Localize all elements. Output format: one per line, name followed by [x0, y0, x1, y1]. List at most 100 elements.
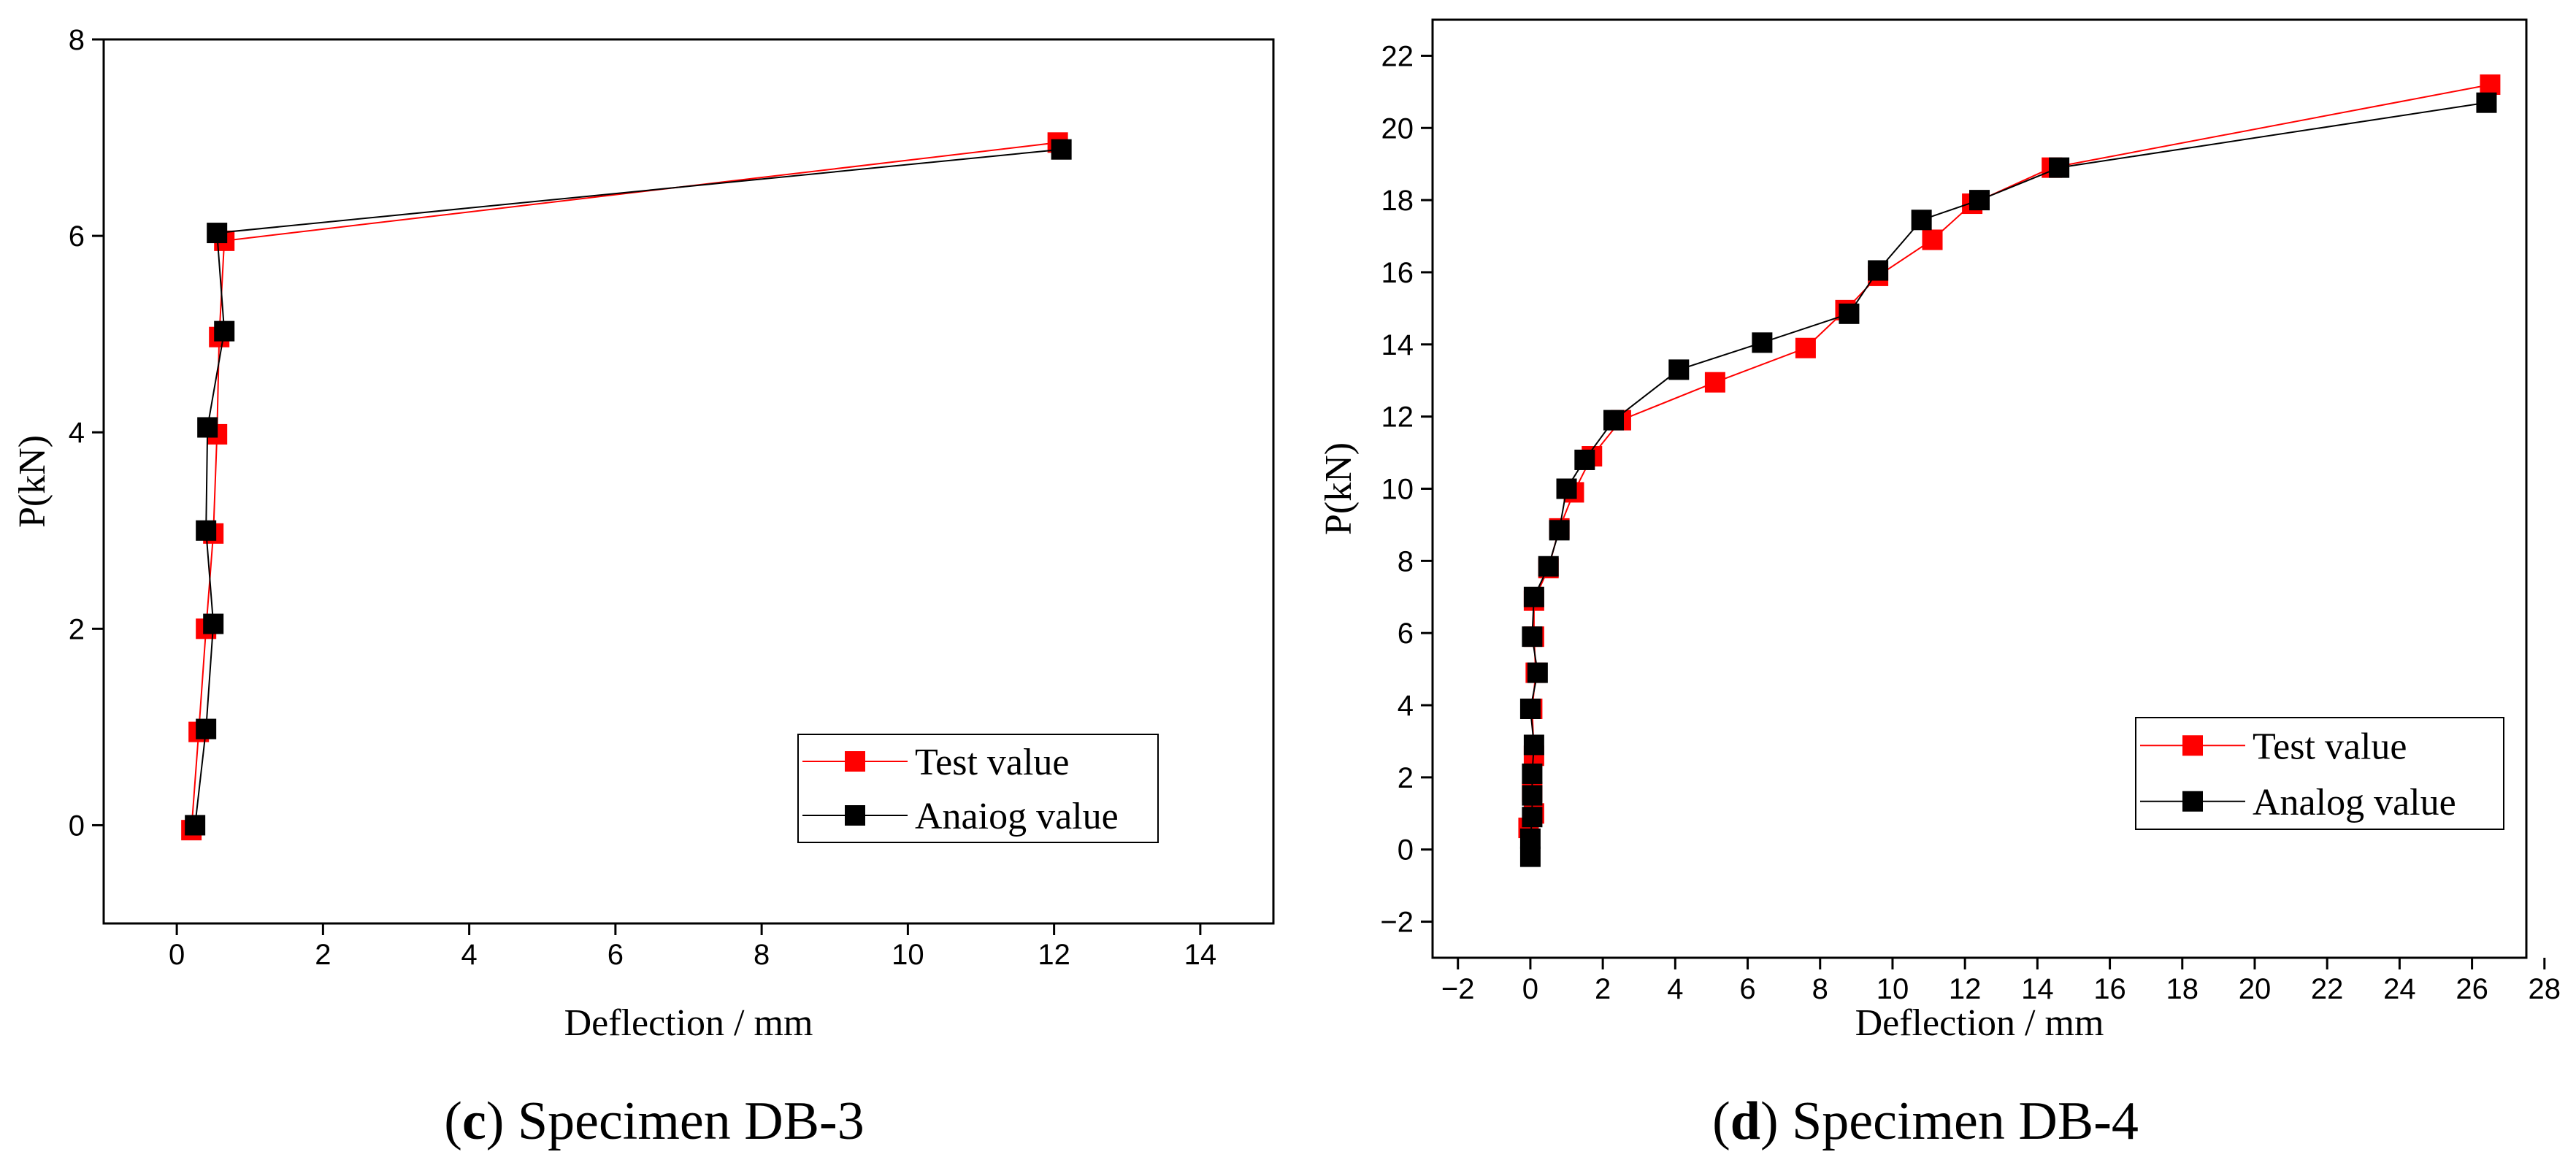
marker [1969, 190, 1990, 211]
marker [1668, 359, 1690, 380]
marker [196, 520, 217, 541]
y-tick-label: 0 [1398, 834, 1414, 867]
caption-part: ) Specimen DB-4 [1760, 1091, 2139, 1151]
series-line [194, 148, 1062, 826]
marker [1522, 785, 1543, 806]
y-tick-label: 2 [1398, 762, 1414, 794]
x-tick-label: 20 [2239, 973, 2272, 1005]
marker [185, 815, 206, 836]
marker [1538, 556, 1559, 577]
marker [1868, 260, 1889, 281]
caption: (c) Specimen DB-3 [444, 1091, 864, 1151]
y-tick-label: 4 [1398, 690, 1414, 722]
legend-label: Test value [2253, 726, 2407, 767]
caption-part: ) Specimen DB-3 [486, 1091, 865, 1151]
x-tick-label: 2 [315, 939, 331, 971]
marker [1522, 807, 1543, 828]
marker [1051, 139, 1072, 160]
marker [2480, 74, 2501, 95]
marker [1519, 828, 1541, 849]
x-tick-label: 16 [2093, 973, 2126, 1005]
marker [1574, 449, 1595, 470]
x-tick-label: 26 [2456, 973, 2488, 1005]
x-tick-label: 14 [1184, 939, 1217, 971]
marker [197, 417, 218, 438]
x-tick-label: 14 [2021, 973, 2054, 1005]
marker [1752, 332, 1773, 353]
y-tick-label: 6 [69, 220, 85, 253]
x-tick-label: 10 [892, 939, 924, 971]
marker [2049, 157, 2070, 178]
x-tick-label: 0 [169, 939, 185, 971]
caption-part: c [462, 1091, 486, 1151]
x-tick-label: 10 [1877, 973, 1909, 1005]
marker [1911, 210, 1932, 231]
marker [1522, 626, 1543, 648]
marker [1549, 520, 1570, 541]
caption-part: d [1730, 1091, 1760, 1151]
x-tick-label: 18 [2166, 973, 2199, 1005]
x-tick-label: 2 [1595, 973, 1611, 1005]
x-tick-label: −2 [1441, 973, 1475, 1005]
legend-label: Test value [915, 742, 1070, 783]
marker [1527, 662, 1548, 683]
series-line [191, 142, 1058, 831]
plot-frame [102, 38, 1275, 925]
caption-part: ( [1712, 1091, 1730, 1151]
x-tick-label: 0 [1522, 973, 1538, 1005]
y-tick-label: 2 [69, 613, 85, 645]
y-tick-label: 14 [1381, 329, 1414, 361]
legend-marker [2182, 735, 2203, 756]
legend-marker [845, 805, 865, 826]
y-tick-label: 6 [1398, 618, 1414, 650]
y-tick-label: 20 [1381, 112, 1414, 145]
caption: (d) Specimen DB-4 [1712, 1091, 2139, 1151]
marker [214, 320, 235, 342]
marker [1519, 698, 1541, 719]
caption-part: ( [444, 1091, 462, 1151]
marker [1704, 372, 1725, 393]
marker [1522, 763, 1543, 784]
y-tick-label: 0 [69, 810, 85, 842]
series-line [1527, 83, 2491, 829]
x-axis-label: Deflection / mm [564, 1002, 813, 1044]
marker [1523, 734, 1544, 756]
y-axis-label: P(kN) [1318, 442, 1360, 535]
legend-marker [2182, 791, 2203, 812]
marker [1519, 846, 1541, 867]
x-tick-label: 28 [2529, 973, 2561, 1005]
y-axis-label: P(kN) [12, 435, 53, 528]
marker [1839, 303, 1860, 324]
y-tick-label: 8 [1398, 545, 1414, 577]
x-tick-label: 6 [607, 939, 624, 971]
x-axis-label: Deflection / mm [1855, 1002, 2104, 1044]
legend-label: Anaiog value [915, 796, 1119, 837]
x-tick-label: 8 [754, 939, 770, 971]
x-tick-label: 8 [1812, 973, 1828, 1005]
x-tick-label: 4 [461, 939, 478, 971]
y-tick-label: 12 [1381, 402, 1414, 434]
marker [2476, 92, 2497, 113]
y-tick-label: 8 [69, 24, 85, 56]
x-tick-label: 6 [1739, 973, 1755, 1005]
marker [207, 223, 228, 244]
x-tick-label: 12 [1038, 939, 1070, 971]
y-tick-label: 4 [69, 417, 85, 449]
x-tick-label: 22 [2311, 973, 2344, 1005]
x-tick-label: 4 [1667, 973, 1683, 1005]
marker [1795, 337, 1816, 358]
marker [196, 718, 217, 739]
y-tick-label: 10 [1381, 474, 1414, 506]
y-tick-label: 22 [1381, 40, 1414, 72]
marker [1523, 586, 1544, 607]
marker [203, 613, 224, 634]
marker [1922, 229, 1943, 250]
y-tick-label: 18 [1381, 185, 1414, 217]
x-tick-label: 12 [1949, 973, 1982, 1005]
x-tick-label: 24 [2383, 973, 2416, 1005]
marker [1603, 410, 1625, 431]
legend-marker [845, 751, 865, 772]
legend-label: Analog value [2253, 782, 2456, 823]
marker [1556, 478, 1577, 499]
